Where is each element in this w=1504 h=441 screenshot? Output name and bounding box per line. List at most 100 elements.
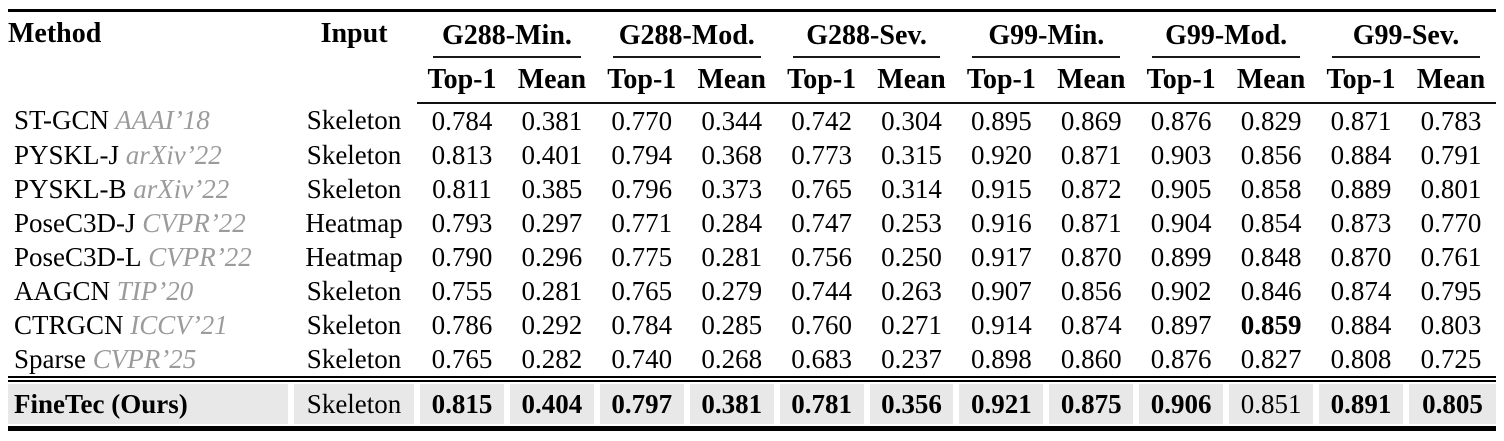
- value-cell-content: 0.906: [1139, 384, 1224, 424]
- metric-value: 0.870: [1060, 242, 1122, 272]
- value-cell: 0.871: [1046, 138, 1136, 172]
- metric-value: 0.775: [611, 242, 673, 272]
- value-cell: 0.854: [1226, 206, 1316, 240]
- metric-value: 0.905: [1150, 174, 1212, 204]
- metric-value: 0.907: [971, 276, 1032, 306]
- table-row: PYSKL-B arXiv’22 Skeleton 0.811 0.385 0.796 0…: [8, 172, 1496, 206]
- value-cell: 0.279: [687, 274, 777, 308]
- value-cell-content: 0.404: [509, 384, 594, 424]
- value-cell-content: 0.373: [687, 172, 777, 206]
- group-underline: [972, 56, 1121, 58]
- value-cell-content: 0.297: [507, 206, 597, 240]
- value-cell: 0.761: [1406, 240, 1496, 274]
- value-cell: 0.873: [1316, 206, 1406, 240]
- metric-value: 0.765: [431, 344, 493, 374]
- value-cell-content: 0.884: [1316, 308, 1406, 342]
- value-cell: 0.801: [1406, 172, 1496, 206]
- value-cell: 0.786: [417, 308, 507, 342]
- metric-value: 0.914: [971, 310, 1032, 340]
- input-cell: Heatmap: [291, 206, 417, 240]
- value-cell: 0.373: [687, 172, 777, 206]
- metric-value: 0.808: [1330, 344, 1392, 374]
- metric-value: 0.794: [611, 140, 673, 170]
- value-cell-content: 0.797: [599, 384, 684, 424]
- metric-value: 0.803: [1420, 310, 1482, 340]
- value-cell: 0.344: [687, 103, 777, 138]
- method-cell-content: PoseC3D-J CVPR’22: [8, 206, 291, 240]
- venue-label: ICCV’21: [123, 310, 228, 340]
- metric-value: 0.848: [1240, 242, 1302, 272]
- group-underline: [1332, 56, 1480, 58]
- value-cell-content: 0.783: [1406, 104, 1496, 138]
- metric-value: 0.827: [1240, 344, 1302, 374]
- metric-value: 0.725: [1420, 344, 1482, 374]
- value-cell: 0.899: [1136, 240, 1226, 274]
- method-cell: ST-GCN AAAI’18: [8, 103, 291, 138]
- input-type: Skeleton: [306, 174, 402, 204]
- value-cell: 0.401: [507, 138, 597, 172]
- input-cell: Skeleton: [291, 342, 417, 379]
- metric-value: 0.916: [971, 208, 1032, 238]
- value-cell-content: 0.829: [1226, 104, 1316, 138]
- method-name: PYSKL-B: [14, 174, 127, 204]
- input-type: Heatmap: [305, 208, 403, 238]
- metric-value: 0.740: [611, 344, 673, 374]
- value-cell-content: 0.891: [1319, 384, 1403, 424]
- group-label: G288-Sev.: [806, 20, 927, 51]
- metric-value: 0.871: [1060, 208, 1122, 238]
- value-cell-content: 0.915: [956, 172, 1046, 206]
- value-cell-content: 0.811: [417, 172, 507, 206]
- table-row: FineTec (Ours) Skeleton 0.815 0.404 0.797 0.3…: [8, 379, 1496, 429]
- group-header-g288-sev: G288-Sev.: [776, 9, 957, 58]
- metric-value: 0.344: [701, 106, 763, 136]
- metric-value: 0.304: [881, 106, 942, 136]
- value-cell: 0.914: [956, 308, 1046, 342]
- value-cell: 0.784: [597, 308, 687, 342]
- value-cell: 0.771: [597, 206, 687, 240]
- value-cell-content: 0.747: [777, 206, 867, 240]
- value-cell-content: 0.899: [1136, 240, 1226, 274]
- method-cell: AAGCN TIP’20: [8, 274, 291, 308]
- value-cell: 0.871: [1046, 206, 1136, 240]
- value-cell-content: 0.296: [507, 240, 597, 274]
- column-header-top1: Top-1: [776, 58, 867, 104]
- metric-value: 0.356: [881, 389, 942, 419]
- value-cell-content: 0.356: [869, 384, 954, 424]
- value-cell-content: 0.790: [417, 240, 507, 274]
- value-cell-content: 0.860: [1046, 342, 1136, 376]
- method-name: Sparse: [14, 344, 86, 374]
- table-row: AAGCN TIP’20 Skeleton 0.755 0.281 0.765 0.279…: [8, 274, 1496, 308]
- value-cell-content: 0.889: [1316, 172, 1406, 206]
- input-cell: Skeleton: [291, 308, 417, 342]
- value-cell: 0.906: [1136, 379, 1226, 429]
- value-cell: 0.760: [777, 308, 867, 342]
- value-cell: 0.271: [867, 308, 957, 342]
- column-header-mean: Mean: [506, 58, 597, 104]
- metric-value: 0.898: [971, 344, 1032, 374]
- metric-value: 0.771: [611, 208, 673, 238]
- value-cell-content: 0.907: [956, 274, 1046, 308]
- value-cell: 0.902: [1136, 274, 1226, 308]
- method-name: PYSKL-J: [14, 140, 120, 170]
- value-cell: 0.765: [417, 342, 507, 379]
- input-cell: Skeleton: [291, 103, 417, 138]
- value-cell-content: 0.827: [1226, 342, 1316, 376]
- metric-value: 0.920: [971, 140, 1032, 170]
- value-cell: 0.921: [956, 379, 1046, 429]
- metric-value: 0.854: [1240, 208, 1302, 238]
- value-cell: 0.859: [1226, 308, 1316, 342]
- value-cell-content: 0.756: [777, 240, 867, 274]
- value-cell: 0.889: [1316, 172, 1406, 206]
- metric-value: 0.851: [1240, 389, 1302, 419]
- value-cell-content: 0.801: [1406, 172, 1496, 206]
- method-name: PoseC3D-L: [14, 242, 142, 272]
- value-cell-content: 0.781: [779, 384, 864, 424]
- group-label: G288-Min.: [442, 20, 572, 51]
- metric-value: 0.271: [881, 310, 942, 340]
- value-cell-content: 0.237: [867, 342, 957, 376]
- value-cell: 0.915: [956, 172, 1046, 206]
- metric-value: 0.279: [701, 276, 763, 306]
- input-type: Skeleton: [306, 105, 402, 135]
- value-cell-content: 0.848: [1226, 240, 1316, 274]
- metric-value: 0.793: [431, 208, 493, 238]
